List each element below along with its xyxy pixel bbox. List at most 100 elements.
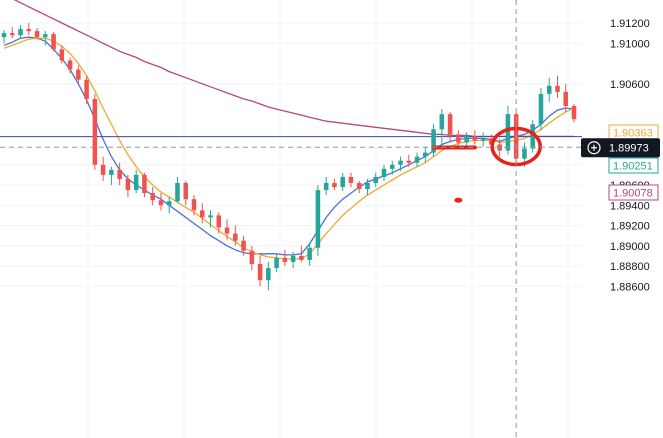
candle-body — [175, 182, 180, 202]
candle-body — [299, 255, 304, 260]
candle — [158, 193, 164, 211]
candle — [373, 172, 379, 188]
candle-body — [571, 106, 577, 120]
candle — [67, 57, 73, 74]
candle-body — [323, 182, 329, 191]
candle — [563, 83, 569, 113]
candle — [1, 30, 7, 44]
candle-body — [563, 91, 569, 107]
candle-body — [67, 60, 73, 70]
crosshair-price-label: 1.89973 — [609, 143, 649, 155]
candle-body — [340, 176, 345, 188]
candle — [224, 219, 230, 240]
candle-body — [133, 174, 139, 191]
candle — [431, 124, 436, 157]
price-axis[interactable]: 1.912001.910001.906001.898001.896001.894… — [582, 0, 663, 438]
price-tag: 1.90363 — [608, 124, 659, 141]
crosshair — [0, 0, 582, 438]
candle-body — [365, 182, 370, 190]
candle-body — [257, 263, 263, 281]
price-axis-background — [582, 0, 663, 438]
candle — [191, 195, 197, 216]
candle-body — [447, 114, 453, 135]
crosshair-tag[interactable]: 1.89973 — [581, 138, 660, 158]
candle-body — [266, 268, 271, 281]
y-tick-label: 1.89200 — [610, 221, 650, 233]
candle — [348, 172, 354, 188]
candle — [274, 253, 279, 273]
candle — [233, 225, 238, 246]
candle — [398, 156, 403, 171]
candle-body — [150, 193, 155, 201]
price-tag-label: 1.90078 — [613, 188, 653, 200]
y-tick-label: 1.89400 — [610, 200, 650, 212]
candle — [51, 32, 56, 52]
candle — [356, 180, 362, 194]
candle-body — [423, 152, 428, 157]
candle — [142, 172, 147, 198]
candle — [26, 23, 32, 36]
candle — [381, 164, 387, 181]
candle — [59, 45, 65, 64]
candle — [208, 210, 213, 228]
y-tick-label: 1.91200 — [610, 18, 650, 30]
candle — [323, 176, 329, 196]
candle-body — [522, 148, 527, 159]
candle — [282, 249, 288, 266]
candle-body — [464, 136, 469, 143]
candle-body — [290, 255, 296, 262]
candle-body — [555, 85, 560, 92]
candle-body — [406, 160, 412, 163]
y-tick-label: 1.91000 — [610, 38, 650, 50]
candle — [546, 77, 552, 102]
candle — [249, 245, 255, 271]
candle-body — [480, 138, 486, 141]
candle-body — [282, 257, 288, 262]
y-tick-label: 1.88600 — [610, 281, 650, 293]
annotation-red-dot[interactable] — [454, 197, 463, 203]
crosshair-price-tag[interactable]: 1.89973 — [581, 138, 660, 158]
candle-body — [530, 124, 535, 149]
grid — [0, 0, 582, 438]
candle-body — [51, 34, 56, 50]
candle-body — [315, 190, 321, 248]
candle — [456, 130, 461, 149]
candle-body — [431, 129, 436, 153]
candle — [109, 166, 114, 185]
candle — [241, 235, 246, 256]
candle — [266, 261, 271, 291]
candle — [340, 172, 345, 192]
ma-long-line — [13, 0, 574, 138]
candle-body — [332, 182, 337, 188]
candle-body — [9, 33, 15, 36]
candle — [464, 132, 469, 147]
candle-body — [26, 29, 32, 32]
candle — [315, 185, 321, 256]
candle-body — [546, 85, 552, 94]
candle — [332, 178, 337, 191]
candle-body — [208, 215, 213, 218]
candle-body — [43, 34, 48, 38]
candle-body — [249, 250, 255, 264]
ma-fast-line — [3, 36, 575, 256]
candle — [290, 251, 296, 269]
candle — [175, 176, 180, 204]
candle-body — [414, 156, 420, 163]
candle-body — [356, 182, 362, 190]
candle-body — [92, 98, 98, 165]
candle — [480, 132, 486, 147]
candle — [257, 255, 263, 287]
candle — [84, 75, 89, 104]
y-tick-label: 1.90600 — [610, 79, 650, 91]
candle-body — [538, 93, 544, 125]
candle — [423, 146, 428, 163]
candle-body — [241, 240, 246, 251]
candle — [439, 109, 445, 147]
candle — [307, 243, 312, 266]
crosshair-tag-box — [581, 138, 660, 158]
plus-circle-icon[interactable] — [587, 141, 601, 155]
candle — [9, 27, 15, 39]
candle-body — [199, 210, 205, 218]
price-tag: 1.90251 — [608, 157, 659, 174]
